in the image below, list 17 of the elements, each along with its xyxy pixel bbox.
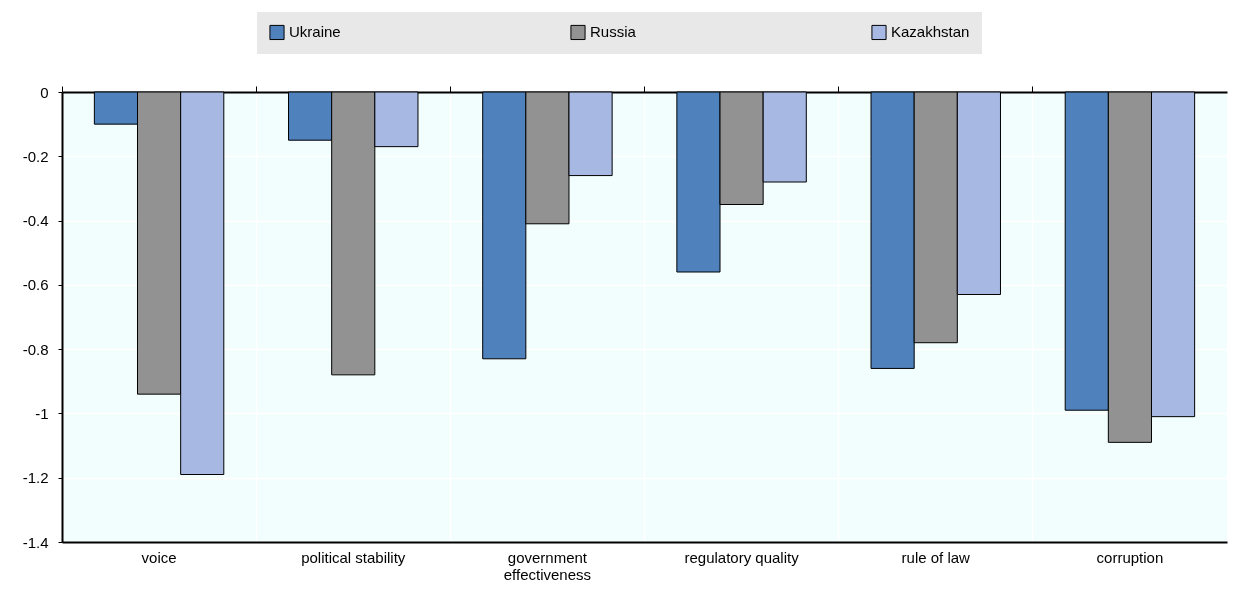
x-tick-label: political stability bbox=[301, 548, 406, 566]
x-tick-label: government effectiveness bbox=[503, 548, 592, 583]
y-tick-label: -0.6 bbox=[22, 276, 49, 294]
x-tick-label: rule of law bbox=[901, 548, 971, 566]
legend-label: Russia bbox=[590, 23, 637, 41]
y-tick-label: -0.2 bbox=[22, 147, 49, 165]
y-tick-label: -0.4 bbox=[22, 212, 49, 230]
y-tick-label: -0.8 bbox=[22, 340, 49, 358]
x-tick-label: regulatory quality bbox=[684, 548, 800, 566]
legend-label: Ukraine bbox=[289, 23, 341, 41]
y-tick-label: 0 bbox=[40, 83, 49, 101]
y-tick-label: -1 bbox=[35, 404, 49, 422]
y-tick-label: -1.4 bbox=[22, 533, 49, 551]
legend-label: Kazakhstan bbox=[891, 23, 970, 41]
x-tick-label: corruption bbox=[1096, 548, 1164, 566]
x-tick-label: voice bbox=[141, 548, 177, 566]
y-tick-label: -1.2 bbox=[22, 469, 49, 487]
